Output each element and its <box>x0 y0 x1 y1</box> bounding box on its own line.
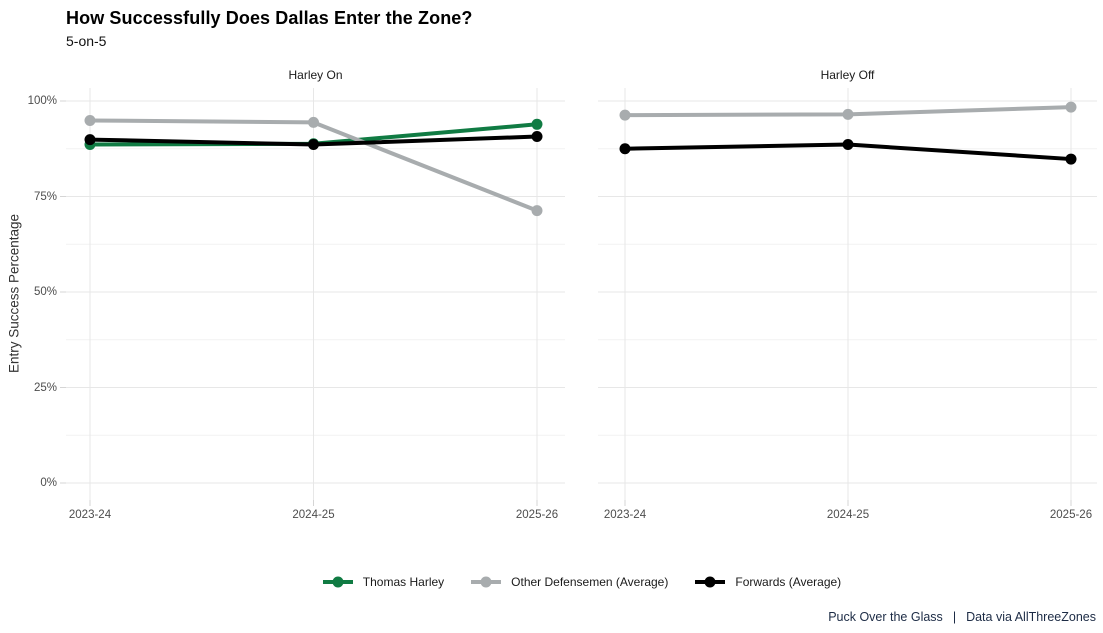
legend-label: Thomas Harley <box>362 575 445 589</box>
data-point <box>619 143 631 155</box>
facet-label-harley-off: Harley Off <box>820 68 875 82</box>
data-point <box>308 116 319 128</box>
data-point <box>619 109 631 121</box>
legend-item: Thomas Harley <box>322 574 444 590</box>
x-tick-label: 2025-26 <box>515 509 559 521</box>
legend-item: Forwards (Average) <box>694 574 841 590</box>
legend-key-icon <box>471 576 502 588</box>
data-point <box>1065 153 1077 165</box>
y-tick-label: 50% <box>33 286 57 298</box>
legend-item: Other Defensemen (Average) <box>470 574 668 590</box>
data-point <box>84 134 96 146</box>
footer-separator: | <box>952 610 957 624</box>
data-point <box>531 205 543 217</box>
x-tick-label: 2025-26 <box>1049 509 1093 521</box>
y-tick-label: 100% <box>27 95 57 107</box>
chart-subtitle: 5-on-5 <box>66 33 107 49</box>
data-point <box>842 108 854 120</box>
x-tick-label: 2024-25 <box>292 509 335 521</box>
data-point <box>84 114 96 126</box>
legend-key-icon <box>695 576 726 588</box>
legend: Thomas Harley Other Defensemen (Average) F… <box>66 569 1097 595</box>
footer-right-text: Data via AllThreeZones <box>966 610 1096 624</box>
legend-label: Other Defensemen (Average) <box>511 575 669 589</box>
chart-title: How Successfully Does Dallas Enter the Z… <box>66 8 473 28</box>
data-point <box>308 139 319 151</box>
x-tick-label: 2024-25 <box>826 509 870 521</box>
y-tick-label: 0% <box>40 477 57 489</box>
footer-credit: Puck Over the Glass | Data via AllThreeZon… <box>828 610 1096 624</box>
data-point <box>1065 101 1077 113</box>
y-tick-label: 25% <box>33 381 57 394</box>
x-tick-label: 2023-24 <box>68 509 112 521</box>
legend-key-icon <box>322 576 353 588</box>
legend-label: Forwards (Average) <box>735 575 842 589</box>
facet-label-harley-on: Harley On <box>288 68 343 82</box>
data-point <box>531 131 543 143</box>
footer-left-text: Puck Over the Glass <box>828 610 943 624</box>
data-point <box>842 139 854 151</box>
y-tick-label: 75% <box>33 190 57 203</box>
data-point <box>531 118 543 130</box>
x-tick-label: 2023-24 <box>603 509 647 521</box>
